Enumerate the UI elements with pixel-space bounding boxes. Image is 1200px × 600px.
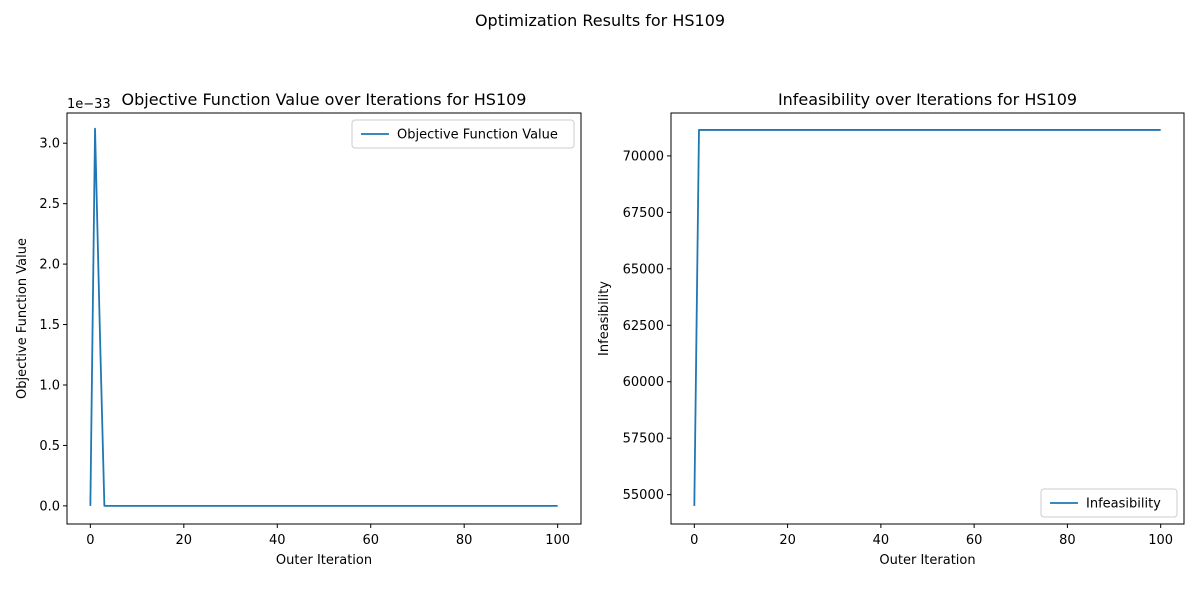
infeasibility-x-tick-label: 80 (1059, 533, 1076, 548)
objective-y-tick-label: 1.5 (39, 318, 60, 333)
figure-suptitle: Optimization Results for HS109 (475, 11, 725, 30)
objective-y-tick-label: 3.0 (39, 137, 60, 152)
objective-x-axis-label: Outer Iteration (276, 553, 372, 568)
infeasibility-y-tick-label: 57500 (623, 432, 664, 447)
infeasibility-x-tick-label: 60 (966, 533, 983, 548)
infeasibility-x-tick-label: 0 (690, 533, 698, 548)
objective-series-line (89, 127, 558, 507)
objective-legend-label: Objective Function Value (397, 128, 558, 143)
objective-y-tick-label: 2.0 (39, 258, 60, 273)
objective-plot-frame (66, 112, 582, 525)
infeasibility-y-tick-label: 70000 (623, 149, 664, 164)
objective-x-tick-label: 60 (362, 533, 379, 548)
infeasibility-legend-label: Infeasibility (1086, 497, 1161, 512)
objective-y-tick-label: 2.5 (39, 197, 60, 212)
objective-x-tick-label: 40 (269, 533, 286, 548)
infeasibility-legend-box (1040, 488, 1178, 518)
objective-y-tick-label: 1.0 (39, 378, 60, 393)
infeasibility-chart-title: Infeasibility over Iterations for HS109 (778, 90, 1077, 109)
infeasibility-y-axis-label: Infeasibility (597, 281, 612, 356)
objective-x-tick-label: 80 (456, 533, 473, 548)
infeasibility-y-tick-label: 62500 (623, 319, 664, 334)
infeasibility-chart: Infeasibility over Iterations for HS109 0… (597, 90, 1185, 568)
objective-y-axis-label: Objective Function Value (15, 238, 30, 399)
objective-legend-box (351, 119, 575, 149)
infeasibility-x-tick-label: 100 (1148, 533, 1173, 548)
objective-chart-title: Objective Function Value over Iterations… (122, 90, 527, 109)
infeasibility-y-tick-label: 60000 (623, 375, 664, 390)
infeasibility-series-line (693, 129, 1161, 506)
objective-x-tick-label: 0 (86, 533, 94, 548)
infeasibility-x-axis-label: Outer Iteration (879, 553, 975, 568)
objective-y-tick-label: 0.5 (39, 439, 60, 454)
infeasibility-legend: Infeasibility (1040, 488, 1178, 518)
infeasibility-x-tick-label: 40 (873, 533, 890, 548)
infeasibility-y-tick-label: 65000 (623, 262, 664, 277)
objective-legend: Objective Function Value (351, 119, 575, 149)
objective-x-tick-label: 20 (176, 533, 193, 548)
objective-y-tick-label: 0.0 (39, 499, 60, 514)
infeasibility-plot-frame (670, 112, 1185, 525)
infeasibility-y-tick-label: 67500 (623, 206, 664, 221)
infeasibility-y-tick-label: 55000 (623, 488, 664, 503)
objective-x-tick-label: 100 (545, 533, 570, 548)
infeasibility-x-tick-label: 20 (779, 533, 796, 548)
objective-y-offset-label: 1e−33 (67, 97, 111, 112)
objective-chart: Objective Function Value over Iterations… (15, 90, 582, 568)
